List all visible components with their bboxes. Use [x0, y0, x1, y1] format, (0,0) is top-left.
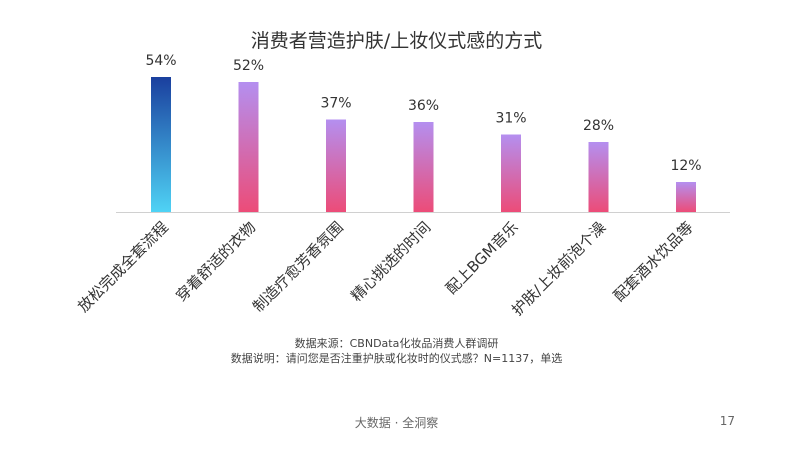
value-label-4: 36% — [408, 98, 439, 114]
data-source-note: 数据来源：CBNData化妆品消费人群调研 — [294, 337, 499, 350]
chart-title: 消费者营造护肤/上妆仪式感的方式 — [250, 30, 543, 52]
value-label-2: 52% — [233, 58, 264, 74]
bar-3 — [326, 119, 346, 212]
value-label-7: 12% — [670, 158, 701, 174]
bar-1 — [151, 77, 171, 212]
bar-5 — [501, 134, 521, 212]
x-tick-label-5: 配上BGM音乐 — [442, 218, 522, 298]
x-tick-label-2: 穿着舒适的衣物 — [172, 218, 259, 305]
value-label-3: 37% — [320, 96, 351, 112]
footer-brand: 大数据 · 全洞察 — [354, 416, 439, 430]
data-description-note: 数据说明：请问您是否注重护肤或化妆时的仪式感？N=1137，单选 — [230, 352, 563, 365]
x-tick-label-4: 精心挑选的时间 — [347, 218, 434, 305]
bars-group — [151, 77, 696, 212]
page-number: 17 — [719, 414, 735, 428]
bar-6 — [588, 142, 609, 212]
x-tick-label-7: 配套酒水饮品等 — [610, 218, 697, 305]
x-tick-label-3: 制造疗愈芳香氛围 — [249, 218, 347, 316]
x-tick-label-6: 护肤/上妆前泡个澡 — [508, 218, 609, 319]
x-tick-label-1: 放松完成全套流程 — [74, 218, 172, 316]
value-label-5: 31% — [495, 111, 526, 127]
value-labels-group: 54% 52% 37% 36% 31% 28% 12% — [145, 53, 701, 174]
value-label-6: 28% — [583, 118, 614, 134]
value-label-1: 54% — [145, 53, 176, 69]
bar-7 — [676, 182, 696, 212]
bar-2 — [238, 82, 259, 212]
bar-4 — [413, 122, 434, 212]
chart-notes: 数据来源：CBNData化妆品消费人群调研 数据说明：请问您是否注重护肤或化妆时… — [0, 336, 793, 366]
